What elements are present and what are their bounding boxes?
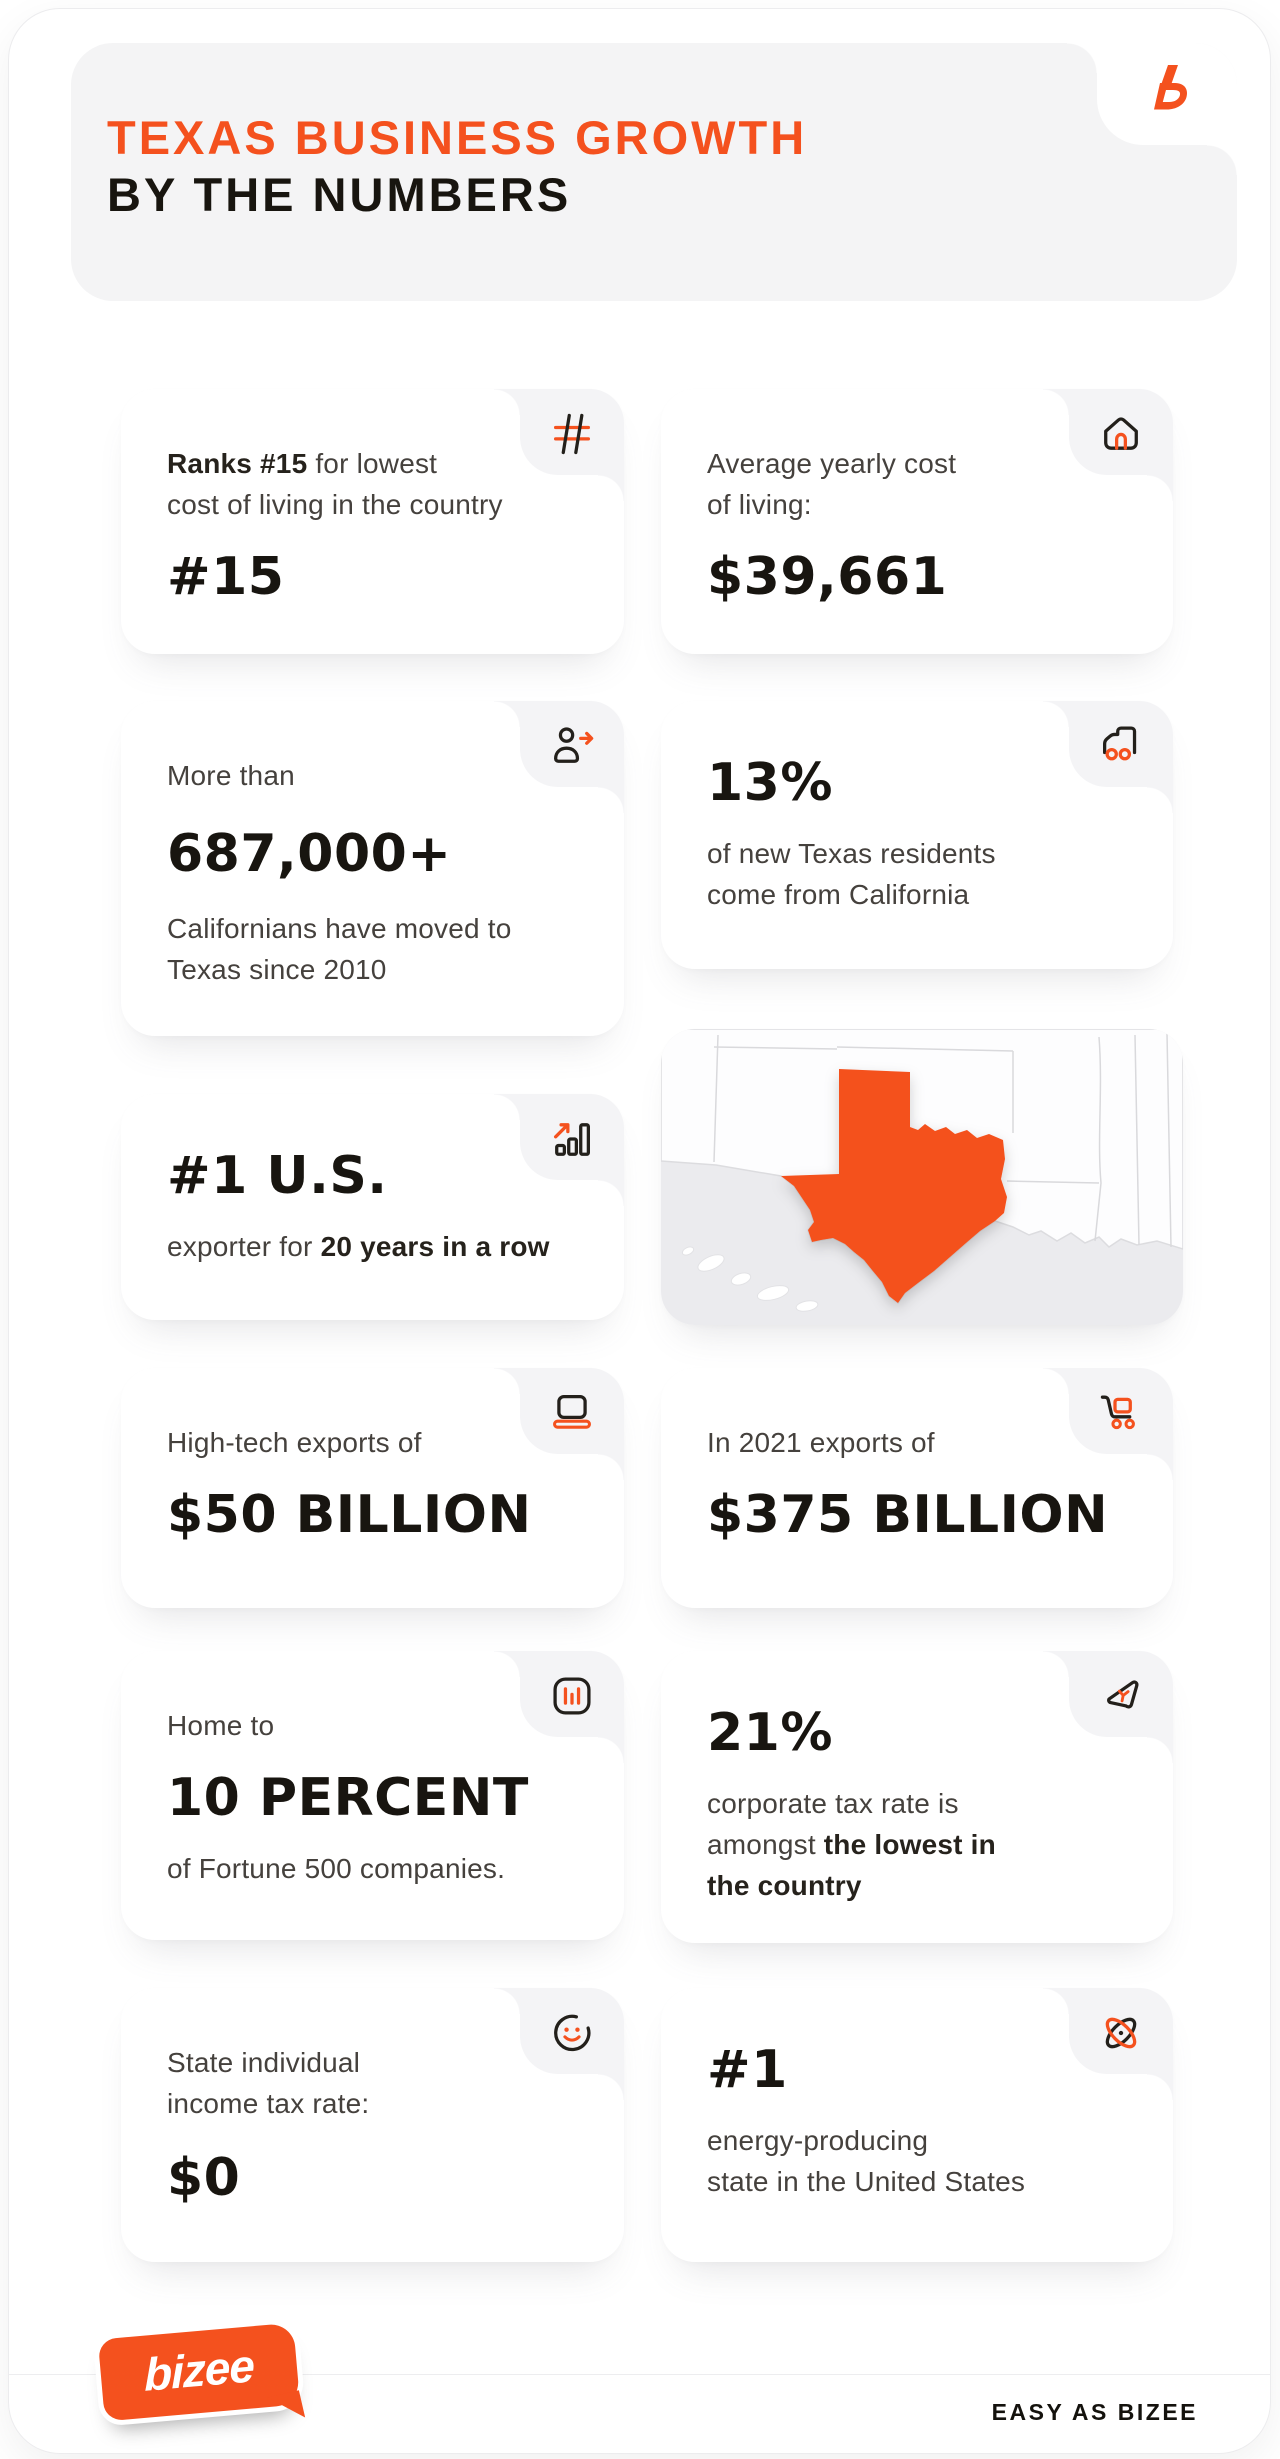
stat-description: High-tech exports of <box>167 1427 422 1458</box>
stat-description: State individual income tax rate: <box>167 2047 370 2119</box>
footer-divider <box>9 2374 1270 2375</box>
stat-description: of new Texas residents come from Californ… <box>707 838 996 910</box>
texas-shape <box>781 1069 1007 1303</box>
stat-card-hightech-exports: High-tech exports of $50 BILLION <box>121 1368 624 1608</box>
person-arrow-icon <box>554 727 594 763</box>
smiley-icon <box>554 2014 591 2052</box>
icon-chip <box>1043 389 1173 501</box>
growth-chart-icon <box>554 1123 590 1156</box>
hash-icon <box>554 413 590 455</box>
header: TEXAS BUSINESS GROWTH BY THE NUMBERS <box>71 43 1237 301</box>
stat-card-residents-from-california: 13% of new Texas residents come from Cali… <box>661 701 1173 969</box>
icon-chip <box>494 389 624 501</box>
moving-truck-icon <box>1103 726 1137 761</box>
stat-description: More than <box>167 760 295 791</box>
stat-value: 13% <box>707 753 833 813</box>
bizee-logo-text: bizee <box>143 2339 255 2401</box>
stat-description: Home to <box>167 1710 275 1741</box>
icon-chip <box>494 1651 624 1763</box>
stat-card-energy-producing: #1 energy-producing state in the United S… <box>661 1988 1173 2262</box>
stat-value: $0 <box>167 2148 241 2208</box>
laptop-icon <box>553 1395 591 1429</box>
paper-plane-icon <box>1107 1680 1139 1709</box>
stat-value: 21% <box>707 1703 833 1763</box>
stat-value: 687,000+ <box>167 824 452 884</box>
state-borders <box>713 1032 1172 1248</box>
bizee-logo: bizee <box>97 2322 301 2422</box>
atom-icon <box>1105 2017 1137 2049</box>
stat-card-fortune-500: Home to 10 PERCENT of Fortune 500 compan… <box>121 1651 624 1940</box>
stat-description: Californians have moved to Texas since 20… <box>167 913 512 985</box>
stat-description: of Fortune 500 companies. <box>167 1853 506 1884</box>
stat-description: Ranks #15 for lowest cost of living in th… <box>167 448 503 520</box>
stat-description: energy-producing state in the United Stat… <box>707 2125 1026 2197</box>
stat-description: corporate tax rate is amongst the lowest … <box>707 1788 996 1901</box>
icon-chip <box>494 1094 624 1206</box>
texas-map-card <box>661 1029 1183 1325</box>
stat-value: $375 BILLION <box>707 1485 1109 1545</box>
stat-card-2021-exports: In 2021 exports of $375 BILLION <box>661 1368 1173 1608</box>
stat-value: $39,661 <box>707 547 948 607</box>
chart-bars-icon <box>553 1677 591 1715</box>
stat-card-cost-of-living-rank: Ranks #15 for lowest cost of living in th… <box>121 389 624 654</box>
header-logo-notch <box>1067 43 1237 175</box>
stat-card-top-exporter: #1 U.S. exporter for 20 years in a row <box>121 1094 624 1320</box>
stat-value: #1 U.S. <box>167 1146 388 1206</box>
map-islands <box>681 1246 819 1312</box>
title-line-2: BY THE NUMBERS <box>107 168 572 221</box>
stat-description: In 2021 exports of <box>707 1427 935 1458</box>
cart-icon <box>1100 1395 1135 1430</box>
stat-description: exporter for 20 years in a row <box>167 1231 550 1262</box>
texas-map <box>661 1029 1183 1325</box>
stat-value: $50 BILLION <box>167 1485 532 1545</box>
home-icon <box>1104 417 1138 450</box>
stat-card-californians-moved: More than 687,000+ Californians have mov… <box>121 701 624 1036</box>
footer-tagline: EASY AS BIZEE <box>991 2399 1198 2425</box>
stat-card-yearly-cost: Average yearly cost of living: $39,661 <box>661 389 1173 654</box>
stat-card-income-tax: State individual income tax rate: $0 <box>121 1988 624 2262</box>
stat-description: Average yearly cost of living: <box>707 448 957 520</box>
icon-chip <box>494 701 624 813</box>
icon-chip <box>1043 701 1173 813</box>
icon-chip <box>494 1988 624 2100</box>
stat-value: #15 <box>167 547 285 607</box>
stat-card-corporate-tax: 21% corporate tax rate is amongst the low… <box>661 1651 1173 1943</box>
icon-chip <box>494 1368 624 1480</box>
stat-value: #1 <box>707 2040 788 2100</box>
page-title: TEXAS BUSINESS GROWTH BY THE NUMBERS <box>107 109 807 223</box>
stat-value: 10 PERCENT <box>167 1768 529 1828</box>
bizee-mark-icon <box>1154 65 1188 110</box>
infographic-container: TEXAS BUSINESS GROWTH BY THE NUMBERS Ran… <box>8 8 1271 2454</box>
title-line-1: TEXAS BUSINESS GROWTH <box>107 111 808 164</box>
